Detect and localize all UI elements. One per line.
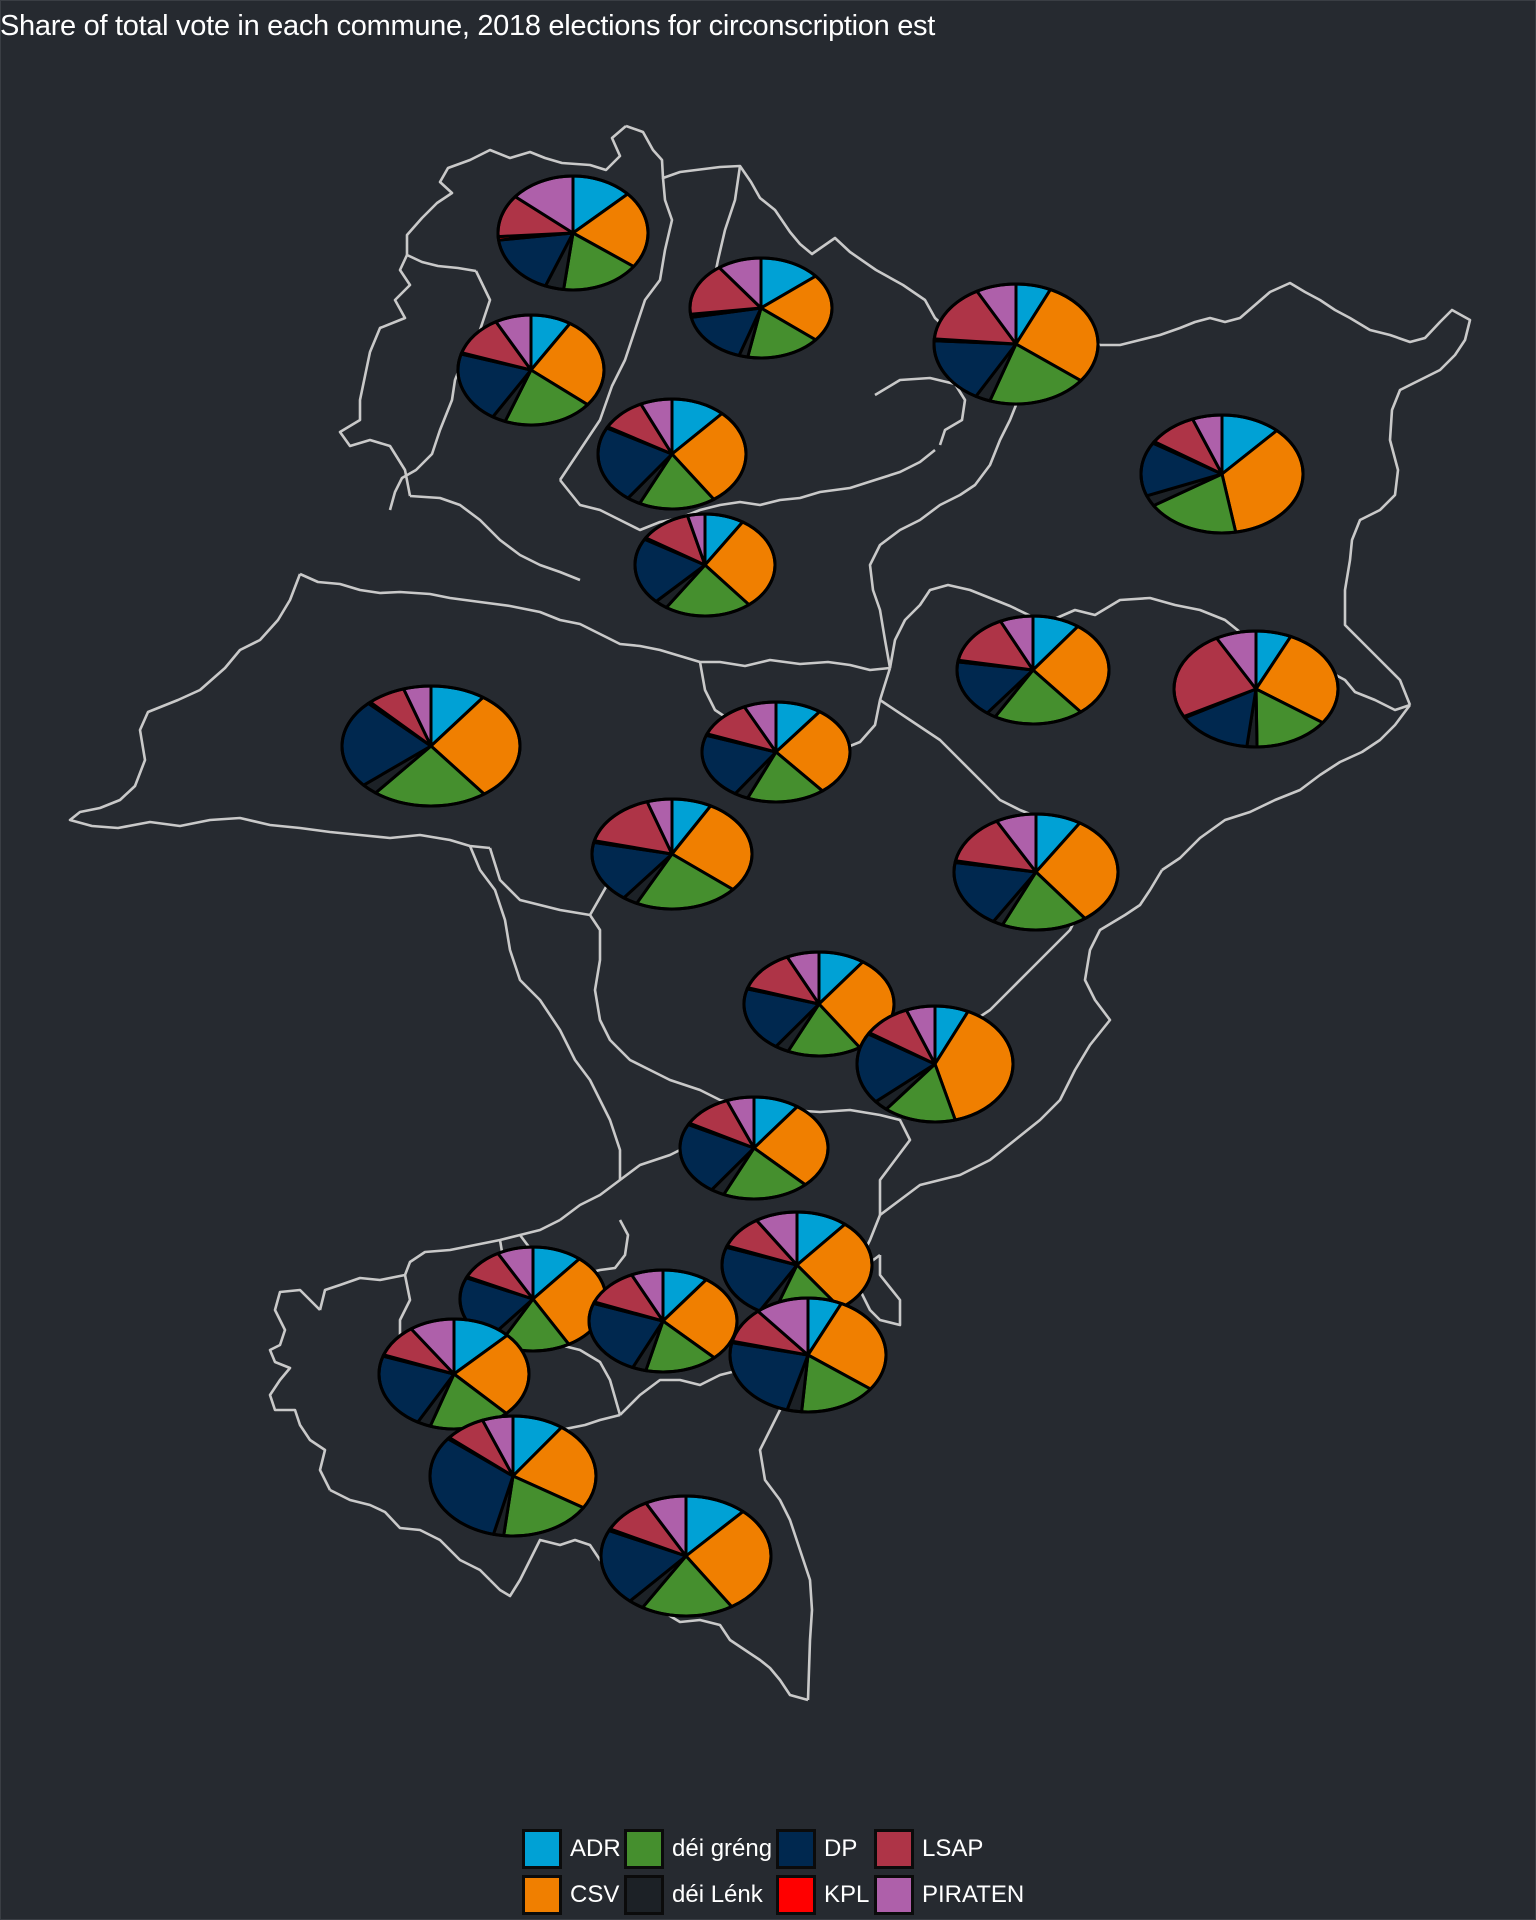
commune-pie: [633, 512, 777, 618]
commune-pie: [596, 397, 748, 511]
commune-boundary: [1100, 281, 1472, 706]
commune-pie: [742, 950, 896, 1058]
commune-boundary: [68, 573, 491, 850]
commune-pie: [1172, 629, 1340, 749]
legend-swatch-kpl: [776, 1875, 816, 1915]
pie-outline: [633, 512, 777, 618]
pie-outline: [1139, 413, 1305, 535]
commune-boundary: [268, 1288, 332, 1491]
pie-outline: [496, 174, 650, 292]
commune-pie: [496, 174, 650, 292]
commune-boundary: [1161, 704, 1412, 872]
pie-outline: [590, 797, 754, 911]
commune-pie: [955, 614, 1111, 726]
legend-swatch-lsap: [874, 1829, 914, 1869]
commune-boundary: [338, 254, 412, 497]
pie-outline: [377, 1317, 531, 1431]
pie-outline: [855, 1004, 1015, 1124]
commune-pie: [952, 812, 1120, 932]
legend-swatch-dei-greng: [624, 1829, 664, 1869]
legend-swatch-dei-lenk: [624, 1875, 664, 1915]
legend-swatch-csv: [522, 1875, 562, 1915]
commune-pie: [456, 313, 606, 427]
commune-boundary: [888, 583, 1411, 712]
pie-outline: [728, 1296, 888, 1414]
pie-outline: [952, 812, 1120, 932]
legend-swatch-adr: [522, 1829, 562, 1869]
pie-outline: [428, 1414, 598, 1538]
commune-pie: [855, 1004, 1015, 1124]
legend-label-lsap: LSAP: [922, 1835, 984, 1862]
commune-boundary: [405, 125, 627, 273]
pie-outline: [587, 1268, 739, 1374]
legend-swatch-dp: [776, 1829, 816, 1869]
commune-pie: [377, 1317, 531, 1431]
commune-pie: [678, 1095, 830, 1201]
pie-outline: [599, 1494, 773, 1618]
commune-pie: [587, 1268, 739, 1374]
legend-label-csv: CSV: [570, 1881, 620, 1908]
legend-swatch-piraten: [874, 1875, 914, 1915]
pie-outline: [932, 282, 1100, 406]
pie-outline: [596, 397, 748, 511]
commune-boundary: [388, 270, 492, 511]
commune-boundary: [874, 376, 967, 446]
chart-title: Share of total vote in each commune, 201…: [0, 10, 936, 42]
commune-boundary: [468, 845, 622, 1180]
commune-pie: [428, 1414, 598, 1538]
pie-outline: [1172, 629, 1340, 749]
legend-label-piraten: PIRATEN: [922, 1881, 1025, 1908]
commune-pie: [688, 256, 834, 360]
commune-pie: [700, 700, 852, 804]
pie-outline: [340, 684, 522, 808]
pie-outline: [456, 313, 606, 427]
legend: ADR déi gréng DP LSAP CSV déi Lénk KPL P…: [522, 1826, 1028, 1918]
legend-label-dei-greng: déi gréng: [672, 1835, 773, 1862]
commune-pie: [1139, 413, 1305, 535]
commune-pie: [728, 1296, 888, 1414]
commune-boundary: [329, 1488, 491, 1581]
commune-boundary: [558, 177, 674, 481]
commune-boundary: [409, 494, 581, 582]
commune-pie: [340, 684, 522, 808]
legend-label-dp: DP: [824, 1835, 858, 1862]
commune-boundaries: [68, 124, 1472, 1702]
commune-boundary: [488, 847, 741, 1107]
legend-label-kpl: KPL: [824, 1881, 870, 1908]
commune-pie: [599, 1494, 773, 1618]
legend-label-adr: ADR: [570, 1835, 621, 1862]
pie-outline: [700, 700, 852, 804]
commune-pie-charts: [340, 174, 1340, 1618]
pie-outline: [955, 614, 1111, 726]
commune-boundary: [318, 1218, 561, 1311]
pie-outline: [742, 950, 896, 1058]
pie-outline: [678, 1095, 830, 1201]
commune-pie: [590, 797, 754, 911]
commune-boundary: [879, 869, 1164, 1217]
commune-pie: [932, 282, 1100, 406]
pie-outline: [688, 256, 834, 360]
legend-label-dei-lenk: déi Lénk: [672, 1881, 763, 1908]
commune-boundary: [558, 448, 936, 532]
commune-boundary: [299, 572, 891, 672]
